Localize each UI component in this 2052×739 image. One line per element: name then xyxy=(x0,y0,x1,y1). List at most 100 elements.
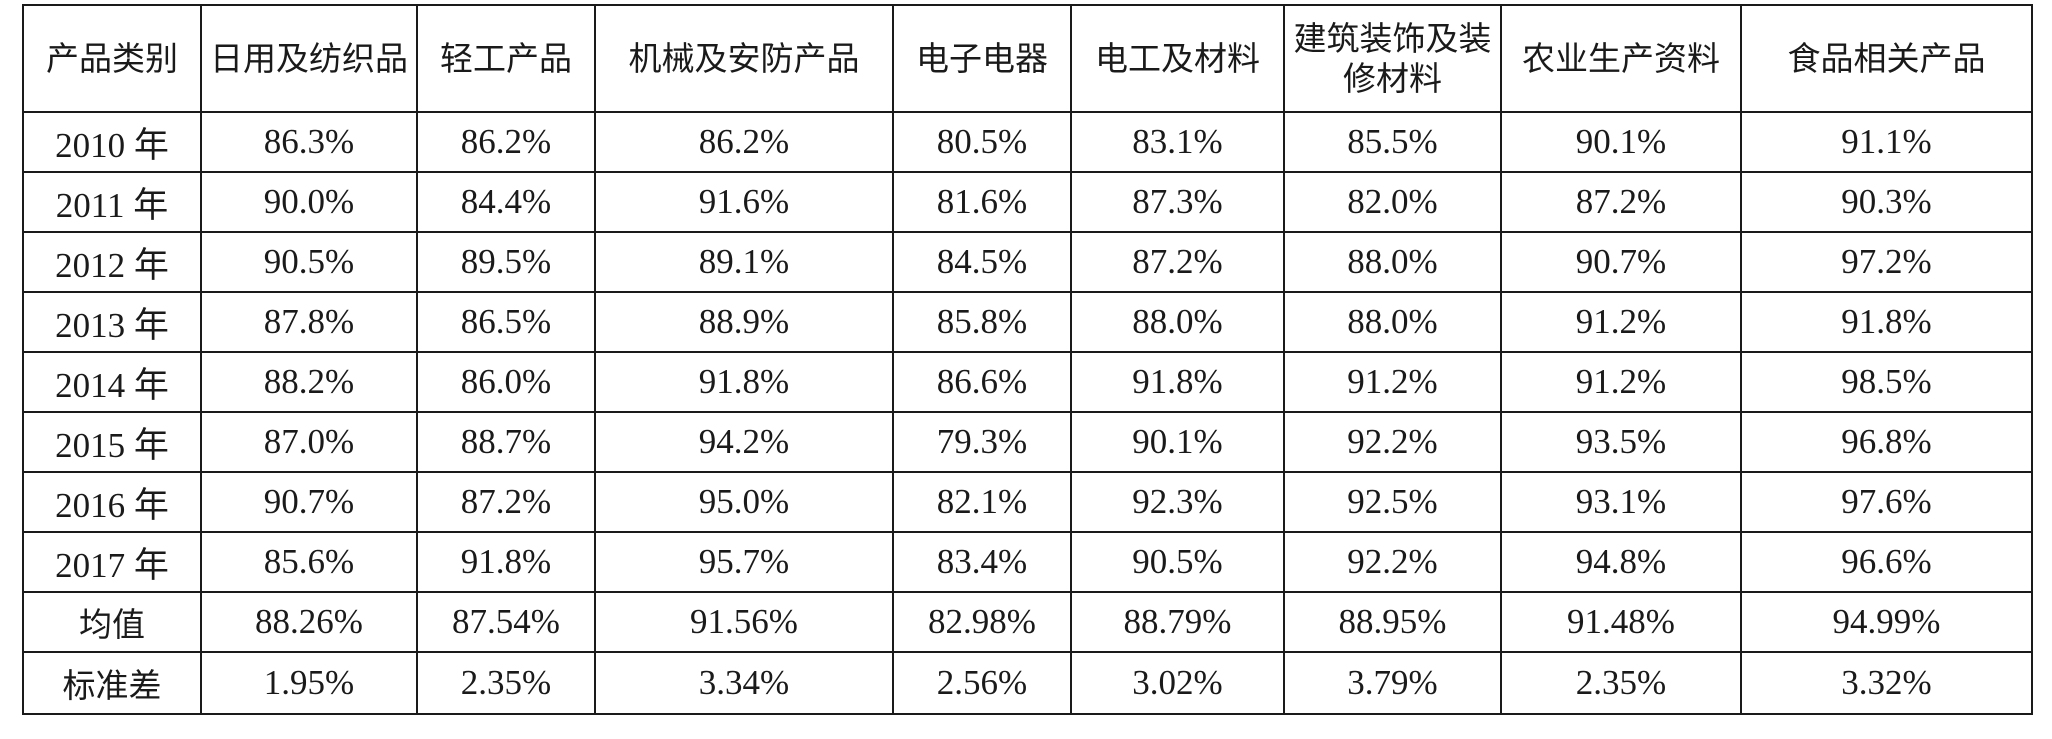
table-cell: 91.2% xyxy=(1283,351,1502,413)
table-cell: 88.0% xyxy=(1283,291,1502,353)
header-cell-food-related: 食品相关产品 xyxy=(1740,4,2033,113)
table-cell: 82.0% xyxy=(1283,171,1502,233)
table-cell: 82.1% xyxy=(892,471,1072,533)
table-cell: 88.2% xyxy=(200,351,418,413)
table-row: 2012 年 90.5% 89.5% 89.1% 84.5% 87.2% 88.… xyxy=(22,231,2033,293)
table-cell: 91.1% xyxy=(1740,111,2033,173)
row-label: 2011 年 xyxy=(22,171,202,233)
row-label-mean: 均值 xyxy=(22,591,202,653)
table-cell: 91.2% xyxy=(1500,351,1742,413)
table-cell: 88.7% xyxy=(416,411,596,473)
table-cell: 81.6% xyxy=(892,171,1072,233)
table-cell: 3.02% xyxy=(1070,651,1285,715)
table-cell: 85.6% xyxy=(200,531,418,593)
table-row: 2017 年 85.6% 91.8% 95.7% 83.4% 90.5% 92.… xyxy=(22,531,2033,593)
table-cell: 2.35% xyxy=(416,651,596,715)
table-cell: 84.4% xyxy=(416,171,596,233)
table-cell: 2.35% xyxy=(1500,651,1742,715)
table-cell: 90.5% xyxy=(200,231,418,293)
table-cell: 94.99% xyxy=(1740,591,2033,653)
table-cell: 92.5% xyxy=(1283,471,1502,533)
table-cell: 86.0% xyxy=(416,351,596,413)
table-cell: 90.1% xyxy=(1500,111,1742,173)
table-cell: 97.6% xyxy=(1740,471,2033,533)
table-cell: 88.0% xyxy=(1070,291,1285,353)
table-cell: 96.8% xyxy=(1740,411,2033,473)
table-cell: 83.1% xyxy=(1070,111,1285,173)
table-cell: 92.2% xyxy=(1283,531,1502,593)
table-cell: 3.79% xyxy=(1283,651,1502,715)
table-cell: 84.5% xyxy=(892,231,1072,293)
table-cell: 92.2% xyxy=(1283,411,1502,473)
table-cell: 88.26% xyxy=(200,591,418,653)
row-label-std-dev: 标准差 xyxy=(22,651,202,715)
table-cell: 91.48% xyxy=(1500,591,1742,653)
table-cell: 79.3% xyxy=(892,411,1072,473)
table-cell: 88.79% xyxy=(1070,591,1285,653)
table-cell: 88.9% xyxy=(594,291,894,353)
table-cell: 91.8% xyxy=(1740,291,2033,353)
header-cell-daily-textiles: 日用及纺织品 xyxy=(200,4,418,113)
table-row: 2015 年 87.0% 88.7% 94.2% 79.3% 90.1% 92.… xyxy=(22,411,2033,473)
table-cell: 93.1% xyxy=(1500,471,1742,533)
table-cell: 98.5% xyxy=(1740,351,2033,413)
row-label: 2010 年 xyxy=(22,111,202,173)
table-row: 2011 年 90.0% 84.4% 91.6% 81.6% 87.3% 82.… xyxy=(22,171,2033,233)
header-cell-electrical-materials: 电工及材料 xyxy=(1070,4,1285,113)
std-dev-row: 标准差 1.95% 2.35% 3.34% 2.56% 3.02% 3.79% … xyxy=(22,651,2033,715)
table-row: 2016 年 90.7% 87.2% 95.0% 82.1% 92.3% 92.… xyxy=(22,471,2033,533)
table-cell: 87.2% xyxy=(1070,231,1285,293)
table-cell: 2.56% xyxy=(892,651,1072,715)
table-cell: 83.4% xyxy=(892,531,1072,593)
table-cell: 87.8% xyxy=(200,291,418,353)
table-cell: 85.5% xyxy=(1283,111,1502,173)
table-row: 2014 年 88.2% 86.0% 91.8% 86.6% 91.8% 91.… xyxy=(22,351,2033,413)
table-cell: 90.7% xyxy=(1500,231,1742,293)
table-cell: 91.8% xyxy=(594,351,894,413)
product-category-table: 产品类别 日用及纺织品 轻工产品 机械及安防产品 电子电器 电工及材料 建筑装饰… xyxy=(22,4,2033,715)
table-cell: 87.2% xyxy=(416,471,596,533)
table-cell: 91.6% xyxy=(594,171,894,233)
row-label: 2013 年 xyxy=(22,291,202,353)
row-label: 2012 年 xyxy=(22,231,202,293)
table-cell: 90.5% xyxy=(1070,531,1285,593)
table-cell: 87.54% xyxy=(416,591,596,653)
table-cell: 95.0% xyxy=(594,471,894,533)
table-cell: 92.3% xyxy=(1070,471,1285,533)
table-cell: 88.95% xyxy=(1283,591,1502,653)
table-cell: 97.2% xyxy=(1740,231,2033,293)
table-cell: 91.2% xyxy=(1500,291,1742,353)
row-label: 2016 年 xyxy=(22,471,202,533)
table-cell: 96.6% xyxy=(1740,531,2033,593)
header-cell-electronics: 电子电器 xyxy=(892,4,1072,113)
table-cell: 90.3% xyxy=(1740,171,2033,233)
table-row: 2013 年 87.8% 86.5% 88.9% 85.8% 88.0% 88.… xyxy=(22,291,2033,353)
table-cell: 86.3% xyxy=(200,111,418,173)
table-cell: 85.8% xyxy=(892,291,1072,353)
table-cell: 80.5% xyxy=(892,111,1072,173)
table-cell: 90.0% xyxy=(200,171,418,233)
table-cell: 87.3% xyxy=(1070,171,1285,233)
table-cell: 89.1% xyxy=(594,231,894,293)
table-cell: 94.2% xyxy=(594,411,894,473)
header-cell-machinery-security: 机械及安防产品 xyxy=(594,4,894,113)
table-cell: 90.1% xyxy=(1070,411,1285,473)
table-cell: 91.8% xyxy=(416,531,596,593)
header-cell-category: 产品类别 xyxy=(22,4,202,113)
table-cell: 91.56% xyxy=(594,591,894,653)
table-cell: 1.95% xyxy=(200,651,418,715)
data-table-container: 产品类别 日用及纺织品 轻工产品 机械及安防产品 电子电器 电工及材料 建筑装饰… xyxy=(22,4,2033,715)
header-cell-agricultural-supplies: 农业生产资料 xyxy=(1500,4,1742,113)
table-cell: 3.34% xyxy=(594,651,894,715)
row-label: 2015 年 xyxy=(22,411,202,473)
header-cell-light-industry: 轻工产品 xyxy=(416,4,596,113)
table-cell: 86.2% xyxy=(594,111,894,173)
row-label: 2014 年 xyxy=(22,351,202,413)
table-cell: 82.98% xyxy=(892,591,1072,653)
table-cell: 95.7% xyxy=(594,531,894,593)
table-cell: 89.5% xyxy=(416,231,596,293)
table-row: 2010 年 86.3% 86.2% 86.2% 80.5% 83.1% 85.… xyxy=(22,111,2033,173)
table-cell: 91.8% xyxy=(1070,351,1285,413)
header-row: 产品类别 日用及纺织品 轻工产品 机械及安防产品 电子电器 电工及材料 建筑装饰… xyxy=(22,4,2033,113)
table-cell: 86.2% xyxy=(416,111,596,173)
